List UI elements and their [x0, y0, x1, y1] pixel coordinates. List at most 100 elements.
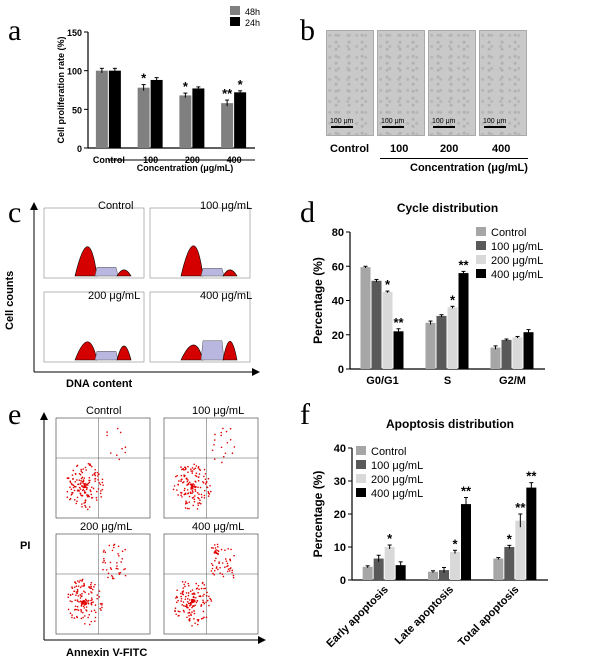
event-dot: [205, 601, 207, 603]
legend-label: Control: [491, 227, 526, 239]
event-dot: [83, 601, 85, 603]
event-dot: [227, 564, 229, 567]
hist-title-100: 100 μg/mL: [200, 200, 253, 212]
event-dot: [87, 462, 90, 465]
event-dot: [118, 555, 120, 557]
event-dot: [192, 496, 195, 499]
micro-label-200: 200: [440, 143, 459, 155]
event-dot: [199, 595, 201, 597]
event-dot: [88, 476, 91, 479]
event-dot: [219, 566, 221, 569]
event-dot: [200, 493, 203, 496]
event-dot: [187, 483, 190, 485]
event-dot: [194, 488, 196, 491]
event-dot: [72, 469, 75, 472]
event-dot: [224, 452, 227, 455]
event-dot: [198, 502, 201, 504]
event-dot: [78, 479, 81, 481]
event-dot: [83, 604, 86, 606]
event-dot: [181, 593, 184, 595]
event-dot: [94, 478, 96, 480]
legend-label: 24h: [245, 18, 260, 28]
event-dot: [76, 605, 79, 608]
event-dot: [231, 569, 234, 572]
event-dot: [192, 596, 195, 599]
event-dot: [84, 602, 87, 605]
event-dot: [181, 496, 183, 498]
event-dot: [118, 573, 121, 576]
event-dot: [205, 480, 208, 483]
micrograph-control: 100 μm: [326, 30, 374, 136]
event-dot: [203, 616, 205, 619]
event-dot: [76, 590, 78, 593]
bar: [458, 273, 469, 369]
event-dot: [231, 571, 233, 574]
event-dot: [108, 544, 111, 547]
g1-peak: [180, 344, 204, 361]
event-dot: [178, 610, 181, 613]
event-dot: [190, 484, 193, 487]
event-dot: [222, 575, 225, 578]
event-dot: [82, 601, 84, 603]
event-dot: [101, 602, 103, 605]
event-dot: [76, 590, 79, 592]
event-dot: [190, 487, 193, 490]
event-dot: [207, 490, 210, 493]
event-dot: [197, 618, 200, 621]
event-dot: [76, 592, 79, 594]
event-dot: [177, 615, 180, 617]
event-dot: [112, 546, 115, 549]
event-dot: [79, 483, 82, 485]
event-dot: [183, 474, 185, 476]
chart-title: Cycle distribution: [397, 201, 498, 215]
event-dot: [195, 601, 198, 604]
event-dot: [193, 593, 196, 595]
event-dot: [203, 584, 206, 586]
event-dot: [185, 605, 188, 608]
event-dot: [211, 564, 214, 567]
panel-letter-b: b: [300, 14, 315, 47]
y-axis-label: Percentage (%): [311, 471, 325, 558]
event-dot: [181, 468, 183, 471]
event-dot: [116, 454, 118, 457]
event-dot: [83, 582, 85, 585]
event-dot: [73, 499, 76, 501]
event-dot: [82, 611, 84, 614]
event-dot: [215, 566, 218, 568]
event-dot: [87, 602, 89, 604]
event-dot: [188, 619, 190, 621]
event-dot: [222, 455, 225, 458]
bar: [371, 280, 382, 369]
event-dot: [187, 594, 190, 597]
bar: [179, 95, 192, 148]
event-dot: [190, 483, 192, 486]
event-dot: [208, 595, 210, 598]
event-dot: [83, 485, 86, 487]
flow-xlabel: Annexin V-FITC: [66, 647, 148, 659]
event-dot: [200, 496, 203, 499]
event-dot: [88, 586, 90, 588]
event-dot: [90, 581, 93, 584]
event-dot: [206, 486, 209, 489]
event-dot: [182, 609, 185, 612]
event-dot: [91, 592, 93, 594]
event-dot: [218, 562, 220, 564]
event-dot: [198, 473, 201, 475]
event-dot: [71, 474, 74, 476]
event-dot: [193, 486, 196, 488]
event-dot: [213, 439, 216, 441]
event-dot: [73, 590, 75, 593]
event-dot: [81, 495, 83, 497]
event-dot: [69, 594, 72, 597]
event-dot: [174, 609, 176, 612]
event-dot: [81, 603, 83, 605]
event-dot: [88, 464, 91, 466]
event-dot: [84, 603, 87, 606]
flow-frame: [163, 533, 259, 635]
event-dot: [196, 619, 199, 621]
event-dot: [194, 622, 196, 624]
event-dot: [216, 552, 219, 555]
event-dot: [185, 477, 188, 480]
event-dot: [82, 482, 85, 484]
event-dot: [84, 602, 87, 604]
